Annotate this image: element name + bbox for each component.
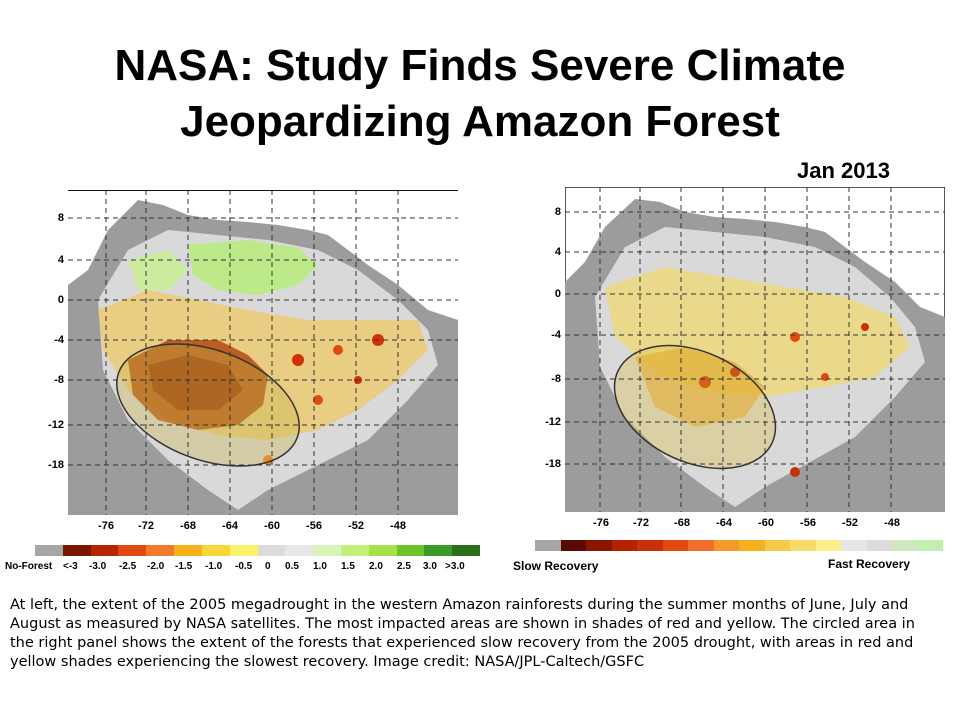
drought-legend-swatch: [118, 545, 147, 556]
drought-legend-label: >3.0: [445, 561, 465, 572]
left-y-tick: -18: [48, 459, 64, 471]
recovery-legend-swatch: [841, 540, 867, 551]
slide-title: NASA: Study Finds Severe Climate Jeopard…: [0, 38, 960, 150]
recovery-legend-swatch: [586, 540, 612, 551]
drought-legend-swatch: [201, 545, 230, 556]
drought-legend-swatch: [396, 545, 425, 556]
left-y-tick: 0: [57, 294, 64, 306]
drought-legend-label: -0.5: [235, 561, 253, 572]
drought-legend-label: 2.0: [369, 561, 383, 572]
right-x-tick: -72: [633, 517, 649, 529]
drought-legend-swatch: [285, 545, 314, 556]
left-x-tick: -76: [98, 520, 114, 532]
recovery-legend-swatch: [688, 540, 714, 551]
recovery-legend-swatch: [713, 540, 739, 551]
recovery-legend-swatch: [866, 540, 892, 551]
recovery-legend-swatch: [892, 540, 918, 551]
recovery-map: [565, 187, 945, 512]
right-y-tick: -4: [551, 329, 561, 341]
drought-legend-swatch: [62, 545, 91, 556]
drought-legend-swatch: [174, 545, 202, 556]
drought-legend-swatch: [257, 545, 286, 556]
left-x-tick: -60: [264, 520, 280, 532]
drought-legend-label: -2.0: [147, 561, 165, 572]
drought-legend-colorbar: [35, 545, 480, 556]
left-x-tick: -68: [180, 520, 196, 532]
left-x-tick: -48: [390, 520, 406, 532]
drought-legend-label: 0: [265, 561, 271, 572]
recovery-legend-swatch: [739, 540, 765, 551]
right-x-tick: -60: [758, 517, 774, 529]
drought-legend-swatch: [424, 545, 453, 556]
recovery-legend-swatch: [535, 540, 561, 551]
title-line-1: NASA: Study Finds Severe Climate: [114, 41, 846, 90]
drought-legend-label: 1.5: [341, 561, 355, 572]
left-y-tick: 8: [57, 212, 64, 224]
right-y-tick: 0: [554, 288, 561, 300]
right-y-tick: -12: [545, 416, 561, 428]
drought-legend-swatch: [35, 545, 63, 556]
left-y-tick: -8: [54, 374, 64, 386]
drought-legend-label: 0.5: [285, 561, 299, 572]
right-x-tick: -56: [800, 517, 816, 529]
recovery-legend-fast-label: Fast Recovery: [828, 557, 911, 571]
drought-legend-swatch: [313, 545, 341, 556]
drought-legend-swatch: [146, 545, 175, 556]
drought-map: [68, 190, 458, 515]
drought-legend-label: -1.5: [175, 561, 193, 572]
recovery-legend-swatch: [790, 540, 816, 551]
left-y-tick: -12: [48, 419, 64, 431]
drought-legend-label: -2.5: [119, 561, 137, 572]
drought-legend-swatch: [452, 545, 480, 556]
right-y-tick: -8: [551, 373, 561, 385]
drought-legend-swatch: [229, 545, 258, 556]
drought-legend-label: 1.0: [313, 561, 327, 572]
recovery-legend-swatch: [815, 540, 841, 551]
drought-legend-label: -3.0: [89, 561, 107, 572]
left-y-tick: -4: [54, 334, 64, 346]
image-caption: At left, the extent of the 2005 megadrou…: [10, 597, 915, 670]
right-y-tick: -18: [545, 458, 561, 470]
right-x-tick: -52: [842, 517, 858, 529]
recovery-legend-swatch: [637, 540, 663, 551]
recovery-legend-swatch: [764, 540, 790, 551]
title-line-2: Jeopardizing Amazon Forest: [180, 97, 780, 146]
slide-date: Jan 2013: [797, 158, 890, 183]
right-x-tick: -48: [884, 517, 900, 529]
right-x-tick: -68: [674, 517, 690, 529]
left-y-tick: 4: [57, 254, 64, 266]
drought-legend-swatch: [340, 545, 369, 556]
right-x-tick: -76: [593, 517, 609, 529]
drought-legend-label: No-Forest: [5, 561, 53, 572]
left-x-tick: -64: [222, 520, 238, 532]
recovery-legend-swatch: [560, 540, 586, 551]
drought-legend-label: 3.0: [423, 561, 437, 572]
right-y-tick: 4: [554, 246, 561, 258]
drought-legend-labels: No-Forest <-3 -3.0 -2.5 -2.0 -1.5 -1.0 -0.5 0 0.5…: [5, 561, 480, 572]
left-x-tick: -72: [138, 520, 154, 532]
recovery-legend-colorbar: [535, 540, 943, 551]
recovery-legend-swatch: [611, 540, 637, 551]
left-x-tick: -56: [306, 520, 322, 532]
right-x-tick: -64: [716, 517, 732, 529]
drought-legend-swatch: [90, 545, 119, 556]
recovery-legend-swatch: [662, 540, 688, 551]
drought-legend-label: 2.5: [397, 561, 411, 572]
drought-legend-swatch: [368, 545, 397, 556]
recovery-legend-swatch: [917, 540, 943, 551]
left-x-tick: -52: [348, 520, 364, 532]
recovery-legend-slow-label: Slow Recovery: [513, 559, 599, 573]
drought-legend-label: -1.0: [205, 561, 223, 572]
right-y-tick: 8: [554, 206, 561, 218]
drought-legend-label: <-3: [63, 561, 78, 572]
